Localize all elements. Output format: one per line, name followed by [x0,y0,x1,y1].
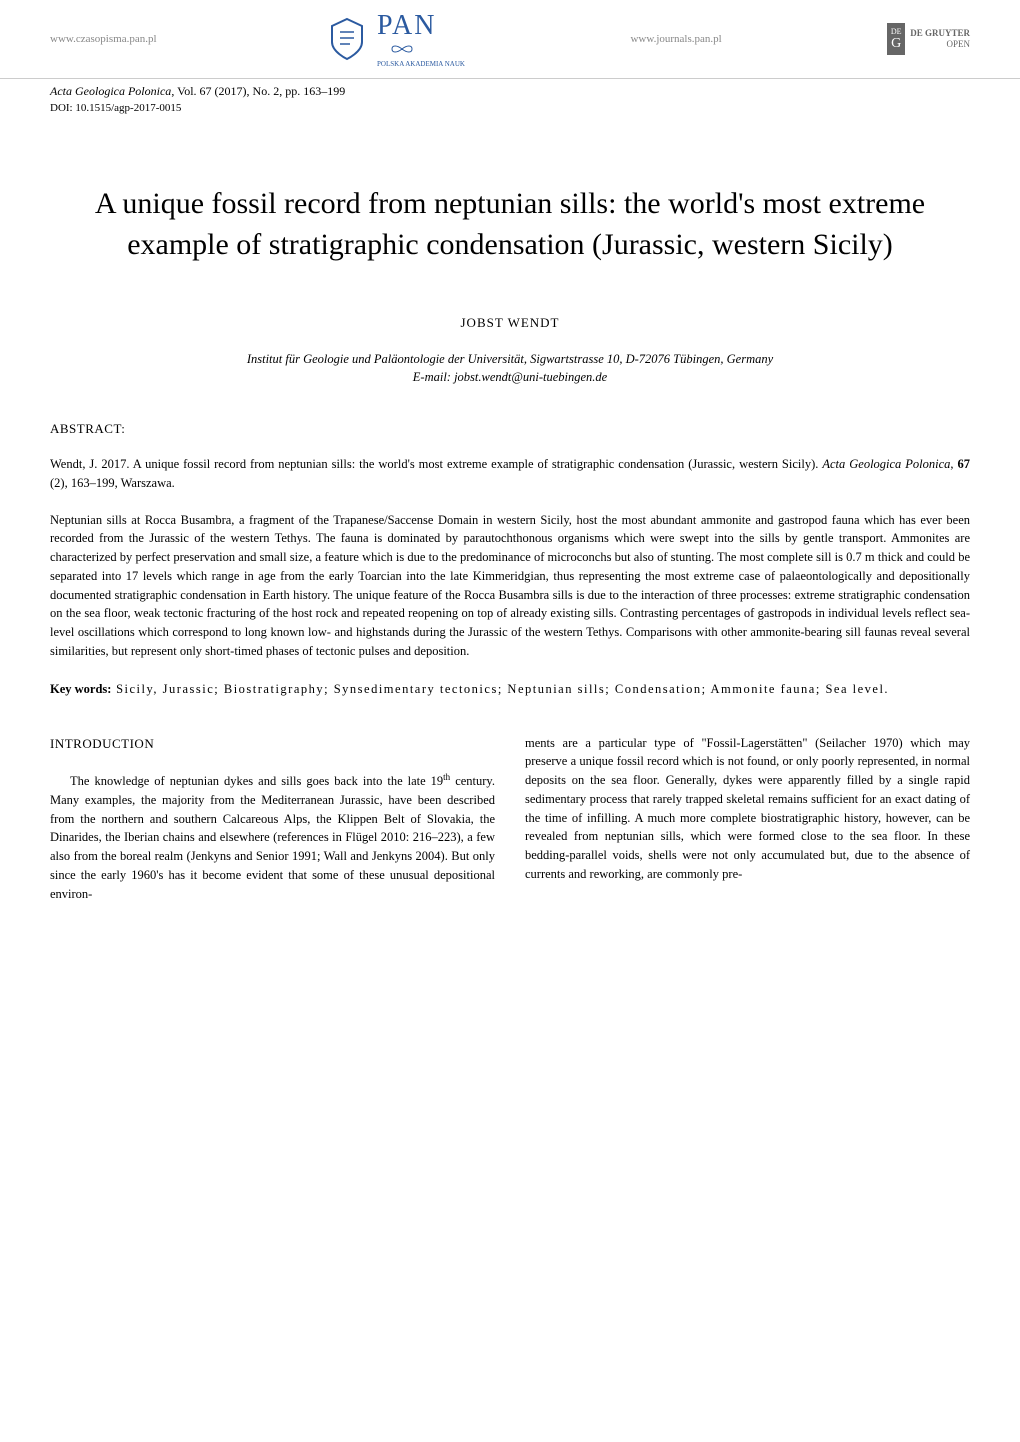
author-email: E-mail: jobst.wendt@uni-tuebingen.de [413,370,607,384]
body-columns: INTRODUCTION The knowledge of neptunian … [0,699,1020,944]
column-left: INTRODUCTION The knowledge of neptunian … [50,734,495,904]
column-right: ments are a particular type of "Fossil-L… [525,734,970,904]
gruyter-label: DE GRUYTER [910,28,970,39]
gruyter-de: DE [891,27,902,36]
abstract-body: Neptunian sills at Rocca Busambra, a fra… [50,511,970,661]
citation: Wendt, J. 2017. A unique fossil record f… [50,455,970,493]
header-url-left: www.czasopisma.pan.pl [50,33,157,45]
gruyter-g: G [891,36,901,52]
pan-shield-icon [322,14,372,64]
keywords-text: Sicily, Jurassic; Biostratigraphy; Synse… [111,682,889,696]
citation-before: Wendt, J. 2017. A unique fossil record f… [50,457,822,471]
pan-label: PAN [377,10,465,42]
introduction-heading: INTRODUCTION [50,734,495,754]
doi: DOI: 10.1515/agp-2017-0015 [50,102,970,114]
pan-infinity-icon [377,43,437,55]
article-title: A unique fossil record from neptunian si… [0,144,1020,295]
citation-volume-bold: 67 [958,457,971,471]
para-before-sup: The knowledge of neptunian dykes and sil… [70,774,443,788]
gruyter-sublabel: OPEN [910,39,970,50]
keywords: Key words: Sicily, Jurassic; Biostratigr… [50,679,970,699]
affiliation-text: Institut für Geologie und Paläontologie … [247,352,773,366]
pan-subtitle: POLSKA AKADEMIA NAUK [377,60,465,68]
intro-para-left: The knowledge of neptunian dykes and sil… [50,771,495,903]
gruyter-logo: DE G DE GRUYTER OPEN [887,23,970,55]
gruyter-badge-icon: DE G [887,23,905,55]
author-name: JOBST WENDT [0,315,1020,331]
header-bar: www.czasopisma.pan.pl PAN POLSKA AKADEMI… [0,0,1020,79]
intro-para-right: ments are a particular type of "Fossil-L… [525,734,970,884]
affiliation: Institut für Geologie und Paläontologie … [0,351,1020,386]
journal-info: Acta Geologica Polonica, Vol. 67 (2017),… [0,79,1020,144]
keywords-label: Key words: [50,682,111,696]
header-left-group: www.czasopisma.pan.pl [50,33,157,45]
para-after-sup: century. Many examples, the majority fro… [50,774,495,901]
pan-logo: PAN POLSKA AKADEMIA NAUK [322,10,465,68]
gruyter-text: DE GRUYTER OPEN [910,28,970,50]
abstract-heading: ABSTRACT: [50,421,970,437]
citation-journal: Acta Geologica Polonica [822,457,950,471]
journal-volume: , Vol. 67 (2017), No. 2, pp. 163–199 [171,84,345,98]
abstract-section: ABSTRACT: Wendt, J. 2017. A unique fossi… [0,421,1020,699]
journal-name: Acta Geologica Polonica [50,84,171,98]
header-url-right: www.journals.pan.pl [630,33,721,45]
pan-text-block: PAN POLSKA AKADEMIA NAUK [377,10,465,68]
